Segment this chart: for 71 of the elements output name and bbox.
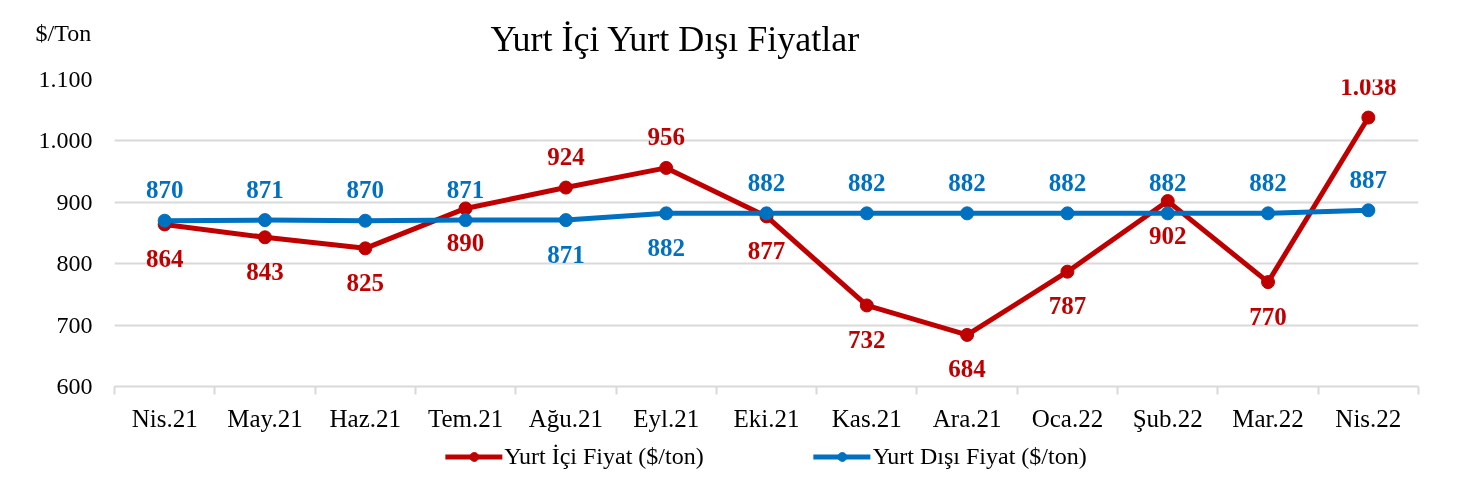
- x-tick-label: Eki.21: [733, 404, 800, 432]
- data-label: 770: [1249, 302, 1287, 330]
- data-label: 890: [446, 228, 485, 256]
- data-label: 870: [145, 176, 184, 204]
- data-label: 882: [1148, 168, 1187, 196]
- point: [1160, 194, 1175, 209]
- point: [358, 213, 373, 228]
- data-label: 887: [1349, 165, 1388, 193]
- y-tick-label: 1.000: [38, 127, 93, 154]
- point: [659, 160, 674, 175]
- point: [960, 206, 975, 221]
- point: [157, 213, 172, 228]
- point: [1361, 203, 1376, 218]
- x-tick-label: Mar.22: [1232, 404, 1304, 432]
- data-label: 684: [948, 355, 987, 383]
- y-tick-label: 600: [56, 373, 93, 399]
- y-tick-label: 900: [56, 188, 93, 215]
- x-tick-label: Kas.21: [831, 404, 902, 432]
- x-tick-label: Tem.21: [427, 404, 504, 432]
- data-label: 877: [747, 236, 786, 264]
- x-tick-label: Nis.22: [1335, 404, 1402, 432]
- y-tick-label: 1.100: [38, 66, 93, 92]
- chart-title: Yurt İçi Yurt Dışı Fiyatlar: [490, 18, 860, 59]
- x-tick-label: Ağu.21: [528, 404, 604, 432]
- point: [1160, 206, 1175, 221]
- data-label: 882: [1048, 168, 1087, 196]
- data-label: 787: [1048, 292, 1087, 320]
- data-label: 864: [145, 244, 184, 272]
- point: [659, 206, 674, 221]
- point: [1261, 206, 1276, 221]
- point: [859, 206, 874, 221]
- data-label: 732: [848, 325, 886, 353]
- data-label: 882: [948, 168, 986, 196]
- x-tick-label: Eyl.21: [633, 404, 700, 432]
- point: [558, 180, 573, 195]
- point: [257, 213, 272, 228]
- data-label: 871: [547, 240, 585, 268]
- point: [558, 213, 573, 228]
- y-tick-label: 700: [56, 311, 93, 338]
- data-label: 870: [346, 176, 385, 204]
- point: [1261, 275, 1276, 290]
- data-label: 902: [1148, 221, 1187, 249]
- x-tick-label: Haz.21: [329, 404, 402, 432]
- data-label: 871: [446, 175, 485, 203]
- data-label: 882: [848, 168, 886, 196]
- data-label: 924: [547, 143, 586, 171]
- point: [1060, 206, 1075, 221]
- legend-label: Yurt İçi Fiyat ($/ton): [504, 442, 704, 470]
- data-label: 871: [246, 175, 284, 203]
- point: [257, 230, 272, 245]
- x-tick-label: May.21: [227, 404, 303, 432]
- data-label: 882: [647, 233, 685, 261]
- y-axis-title: $/Ton: [35, 19, 92, 46]
- x-tick-label: Ara.21: [932, 404, 1002, 432]
- point: [1361, 110, 1376, 125]
- point: [458, 201, 473, 216]
- y-tick-label: 800: [56, 250, 93, 277]
- point: [859, 298, 874, 313]
- data-label: 882: [1249, 168, 1287, 196]
- x-tick-label: Oca.22: [1031, 404, 1104, 432]
- data-label: 843: [246, 257, 284, 285]
- point: [960, 327, 975, 342]
- point: [1060, 264, 1075, 279]
- data-label: 825: [346, 268, 385, 296]
- x-tick-label: Nis.21: [131, 404, 198, 432]
- x-tick-label: Şub.22: [1132, 404, 1203, 432]
- point: [458, 213, 473, 228]
- data-label: 956: [647, 123, 685, 151]
- legend-label: Yurt Dışı Fiyat ($/ton): [872, 442, 1087, 470]
- data-label: 882: [747, 168, 786, 196]
- point: [358, 241, 373, 256]
